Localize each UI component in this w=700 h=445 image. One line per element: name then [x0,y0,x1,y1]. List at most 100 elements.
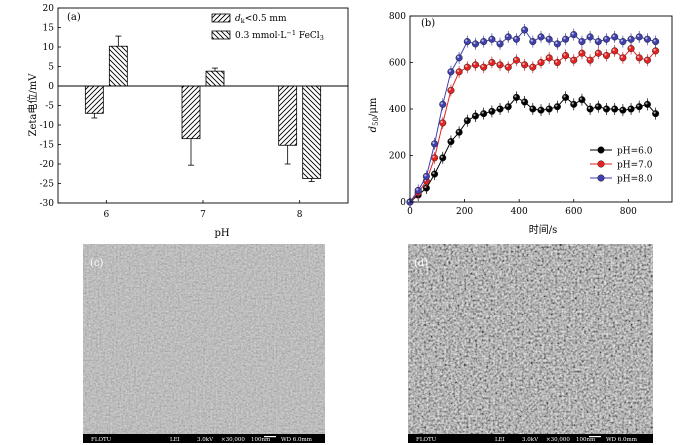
data-point-highlight [620,55,623,58]
legend-text-part: −1 [286,29,296,37]
sem-footer-field: LEI [170,437,180,443]
legend-marker [597,160,605,168]
data-point [512,93,520,101]
legend-entry-fecl3: 0.3 mmol·L−1 FeCl3 [235,29,324,42]
data-point-highlight [489,109,492,112]
data-point-highlight [653,48,656,51]
data-point [643,56,651,64]
legend-text-part: <0.5 mm [245,14,287,24]
data-point-highlight [555,104,558,107]
bar [278,85,298,146]
data-point-highlight [555,60,558,63]
data-point [496,40,504,48]
data-point [455,128,463,136]
y-label-part: 50 [372,117,380,126]
data-point-highlight [555,41,558,45]
data-point-highlight [596,39,599,42]
sem-image-d-footer-bar [408,434,653,443]
data-point [504,33,512,41]
panel-b-axes [409,15,673,203]
panel-b-label: (b) [421,18,435,29]
data-point-highlight [620,39,623,42]
data-point-highlight [653,111,656,114]
data-point [578,38,586,46]
data-point [504,103,512,111]
data-point [619,38,627,46]
y-tick-label: 0 [48,82,54,92]
data-point-highlight [563,53,566,56]
data-point [447,138,455,146]
data-point [471,40,480,48]
data-point [602,35,611,43]
data-point [602,51,611,60]
panel-b-x-axis-label: 时间/s [529,223,558,236]
data-point-highlight [481,39,484,42]
data-point-highlight [604,37,607,40]
sem-footer-field: 100nm [576,437,596,443]
data-point [586,56,594,64]
sem-footer-field: ×30,000 [546,437,570,443]
y-tick-label: 5 [48,63,54,73]
data-point-highlight [448,69,452,72]
data-point-highlight [457,55,460,58]
data-point-highlight [637,34,640,38]
data-point [521,98,529,106]
data-point [463,117,471,125]
data-point [652,38,660,46]
sem-image-c-footer-bar [83,434,325,443]
sem-image-c: (c) FLOTU LEI 3.0kV ×30,000 100nm WD 6.0… [83,244,325,443]
sem-image-d: (d) FLOTU LEI 3.0kV ×30,000 100nm WD 6.0… [408,244,653,443]
y-tick-label: 400 [389,105,406,115]
data-point [635,33,643,41]
panel-a-axes [57,7,349,204]
data-point-highlight [579,51,583,54]
data-point [496,61,504,69]
data-point-highlight [432,155,435,158]
bar [108,45,128,87]
data-point [611,33,619,41]
x-tick-label: 6 [103,210,109,220]
data-point [431,154,439,162]
data-point-highlight [473,41,476,45]
x-tick-label: 200 [456,207,473,217]
x-tick-label: 400 [511,207,528,217]
data-point [439,154,447,162]
data-point-highlight [522,99,525,103]
data-point-highlight [547,37,550,40]
legend-entry-diameter: dk<0.5 mm [235,14,287,25]
data-point-highlight [432,172,435,175]
data-point [627,35,635,43]
sem-footer-field: 3.0kV [197,437,214,443]
data-point [594,49,602,57]
data-point-highlight [481,111,484,114]
data-point-highlight [645,58,648,61]
panel-a-x-tick-labels: 6 7 8 [103,210,302,220]
data-point-highlight [628,46,632,49]
data-point [627,45,635,53]
data-point [471,112,480,120]
bar [84,85,104,114]
data-point-highlight [620,108,623,111]
data-point-highlight [448,88,452,91]
y-tick-label: -20 [40,160,55,170]
panel-b-d50-chart: (b) 0 200 400 600 800 0 200 400 600 800 时间/s d50… [368,12,673,236]
data-point-highlight [588,58,591,61]
data-point-highlight [457,130,460,133]
data-point [512,56,520,64]
y-tick-label: 800 [389,12,406,22]
legend-label: pH=7.0 [617,161,653,171]
data-point [602,105,611,113]
y-tick-label: 10 [43,43,55,53]
data-point [586,105,594,113]
y-label-part: /μm [368,97,379,117]
data-point-highlight [424,174,427,177]
data-point-highlight [440,120,443,124]
data-point-highlight [596,104,599,107]
data-point [431,170,439,178]
data-point [652,110,660,118]
y-tick-label: 200 [389,152,406,162]
data-point-highlight [432,141,435,144]
x-tick-label: 7 [200,210,206,220]
data-point-highlight [571,32,574,35]
